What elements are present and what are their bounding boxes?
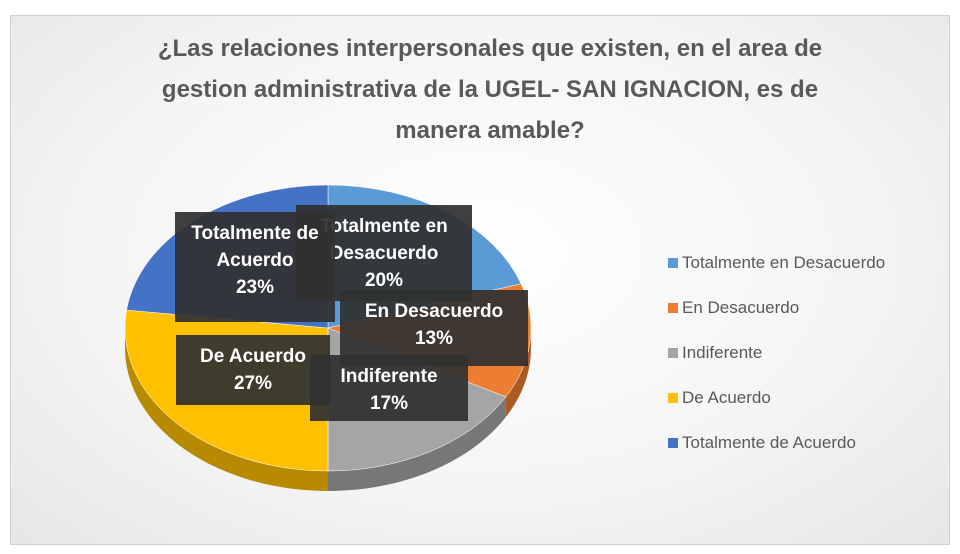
- data-label-name: Indiferente: [340, 366, 438, 387]
- chart-title: ¿Las relaciones interpersonales que exis…: [157, 35, 823, 144]
- legend-label: Indiferente: [682, 343, 763, 362]
- legend-swatch: [668, 438, 678, 448]
- legend-swatch: [668, 393, 678, 403]
- data-label: Totalmente de Acuerdo 23%: [175, 212, 335, 322]
- legend-item: Totalmente en Desacuerdo: [668, 253, 885, 273]
- legend-item: Indiferente: [668, 343, 762, 363]
- legend-swatch: [668, 348, 678, 358]
- legend-item: Totalmente de Acuerdo: [668, 433, 856, 453]
- data-label-name: Totalmente en Desacuerdo: [320, 216, 448, 264]
- data-label: En Desacuerdo 13%: [340, 290, 528, 366]
- data-label-name: Totalmente de Acuerdo: [191, 223, 319, 271]
- data-label: Indiferente 17%: [310, 355, 468, 421]
- data-label: De Acuerdo 27%: [176, 335, 330, 405]
- data-label-name: En Desacuerdo: [364, 301, 504, 322]
- pie-side: [125, 328, 328, 491]
- pie-side: [505, 328, 531, 417]
- legend-label: Totalmente de Acuerdo: [682, 433, 856, 452]
- legend-item: De Acuerdo: [668, 388, 771, 408]
- data-label-value: 17%: [369, 393, 409, 414]
- legend-swatch: [668, 258, 678, 268]
- data-label-value: 13%: [414, 328, 454, 349]
- pie-side: [328, 396, 506, 491]
- legend-swatch: [668, 303, 678, 313]
- legend-label: Totalmente en Desacuerdo: [682, 253, 886, 272]
- data-label-value: 20%: [364, 270, 404, 291]
- data-label-value: 27%: [233, 373, 273, 394]
- legend-item: En Desacuerdo: [668, 298, 799, 318]
- legend-label: En Desacuerdo: [682, 298, 800, 317]
- legend-label: De Acuerdo: [682, 388, 771, 407]
- data-label-value: 23%: [235, 277, 275, 298]
- data-label-name: De Acuerdo: [200, 346, 306, 367]
